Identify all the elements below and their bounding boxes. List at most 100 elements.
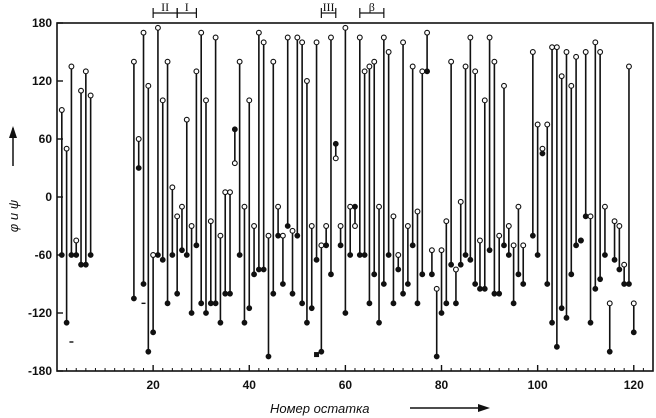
psi-point [227, 189, 233, 196]
phi-point [251, 271, 257, 278]
phi-point [73, 252, 80, 258]
phi-point [275, 232, 281, 239]
psi-point [212, 34, 219, 41]
phi-point [82, 261, 89, 268]
y-tick-label: 0 [45, 190, 52, 204]
phi-point [592, 285, 599, 292]
phi-point [630, 329, 637, 336]
phi-point [563, 314, 570, 321]
psi-point [140, 29, 147, 36]
phi-point [183, 252, 190, 258]
psi-point [145, 82, 152, 89]
psi-point [390, 213, 397, 220]
psi-point [597, 49, 604, 55]
psi-point [601, 203, 608, 210]
psi-point [241, 203, 248, 210]
region-label: III [323, 0, 335, 14]
phi-point [87, 252, 94, 258]
psi-point [515, 203, 522, 210]
psi-point [438, 247, 445, 254]
phi-point [582, 213, 589, 220]
phi-point [63, 319, 70, 326]
phi-point [169, 252, 176, 258]
y-tick-label: 180 [32, 16, 52, 30]
psi-point [169, 184, 176, 191]
psi-point [404, 223, 411, 229]
phi-point [380, 281, 387, 287]
phi-point [150, 329, 157, 336]
phi-point [352, 203, 358, 210]
phi-point [174, 290, 181, 297]
phi-point [135, 165, 142, 171]
phi-point [433, 353, 440, 360]
psi-point [318, 242, 325, 249]
phi-point [145, 348, 152, 355]
psi-point [347, 203, 354, 210]
psi-point [87, 92, 94, 99]
psi-point [222, 189, 229, 196]
phi-point [539, 150, 546, 157]
psi-point [207, 218, 214, 225]
phi-point [457, 261, 464, 268]
phi-point [501, 242, 507, 249]
psi-point [246, 97, 253, 104]
phi-point [573, 242, 579, 249]
psi-point [366, 63, 373, 70]
psi-point [198, 29, 205, 36]
phi-point [453, 300, 459, 307]
psi-point [534, 121, 541, 128]
phi-point [534, 252, 541, 258]
phi-point [496, 290, 503, 297]
phi-point [462, 252, 469, 258]
phi-point [553, 343, 560, 350]
psi-point [428, 247, 435, 254]
psi-point [337, 223, 344, 229]
phi-point [78, 261, 84, 268]
psi-point [231, 160, 238, 167]
phi-point [289, 290, 296, 297]
psi-point [626, 63, 632, 70]
y-axis-label: φ и ψ [6, 199, 21, 232]
psi-point [361, 68, 368, 75]
phi-point [448, 261, 455, 268]
x-axis: 20 40 60 80 100 120 [66, 365, 644, 392]
phi-point [332, 140, 339, 147]
phi-point [587, 319, 594, 326]
phi-point [568, 271, 575, 278]
region-label: I [185, 0, 189, 14]
psi-point [587, 213, 594, 220]
phi-point [376, 319, 382, 326]
phi-point [558, 305, 565, 312]
psi-point [174, 213, 181, 220]
phi-point [294, 232, 301, 239]
psi-point [400, 39, 407, 46]
psi-point [188, 223, 195, 229]
psi-point [284, 34, 291, 41]
phi-point [299, 300, 306, 307]
psi-point [553, 44, 560, 51]
phi-point [491, 290, 498, 297]
phi-point [597, 276, 604, 283]
data-marks [58, 24, 637, 360]
phi-point [131, 295, 137, 302]
phi-point [212, 300, 219, 307]
psi-point [563, 49, 570, 55]
psi-point [611, 218, 618, 225]
psi-point [544, 121, 551, 128]
phi-point [260, 266, 267, 273]
psi-point [255, 29, 262, 36]
phi-point [626, 281, 632, 287]
phi-point [318, 348, 325, 355]
y-tick-label: 120 [32, 74, 52, 88]
phi-point [429, 271, 435, 278]
phi-point [611, 256, 618, 263]
phi-point [323, 242, 330, 249]
phi-point [602, 252, 608, 258]
psi-point [63, 145, 70, 152]
phi-point [424, 68, 430, 75]
psi-point [457, 198, 464, 205]
phi-point [155, 252, 161, 258]
psi-point [467, 34, 474, 41]
psi-point [164, 58, 171, 65]
psi-point [477, 237, 483, 244]
